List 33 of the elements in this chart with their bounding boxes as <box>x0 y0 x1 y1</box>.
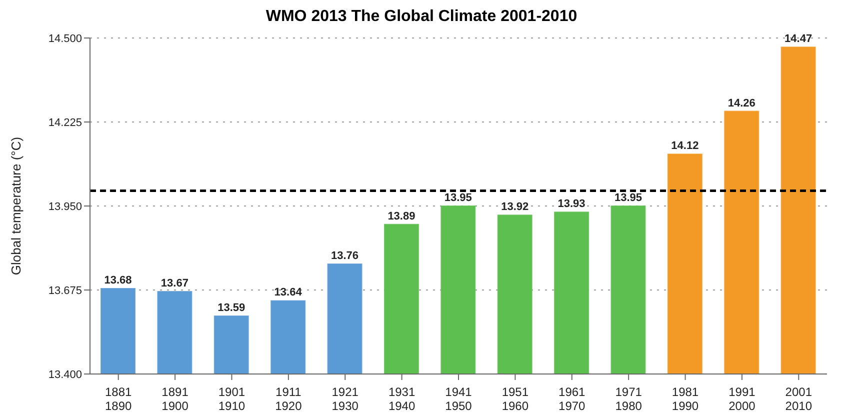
x-tick-label: 1981 1990 <box>672 385 699 413</box>
data-label: 13.95 <box>614 192 642 204</box>
data-label: 13.64 <box>274 286 303 299</box>
y-tick-label: 14.500 <box>48 32 82 45</box>
y-tick-label: 14.225 <box>48 116 82 129</box>
x-tick-label: 1901 1910 <box>218 385 246 413</box>
data-label: 13.93 <box>558 198 586 210</box>
x-tick-label: 1881 1890 <box>104 385 132 413</box>
data-label: 13.59 <box>218 302 246 314</box>
x-tick-label: 2001 2010 <box>785 385 812 413</box>
data-label: 13.89 <box>388 210 416 222</box>
x-tick-label: 1941 1950 <box>445 385 472 413</box>
x-tick-label: 1951 1960 <box>502 385 529 413</box>
x-tick-label: 1891 1900 <box>162 385 189 413</box>
data-label: 13.76 <box>331 250 359 262</box>
data-label: 14.12 <box>671 140 699 152</box>
x-tick-label: 1971 1980 <box>615 385 642 413</box>
y-tick-label: 13.950 <box>48 200 82 213</box>
chart-title: WMO 2013 The Global Climate 2001-2010 <box>264 8 578 27</box>
y-tick-label: 13.400 <box>48 368 82 381</box>
x-tick-label: 1921 1930 <box>332 385 359 413</box>
data-label: 13.92 <box>501 201 529 214</box>
data-label: 14.47 <box>784 33 812 46</box>
x-tick-label: 1931 1940 <box>388 385 416 413</box>
x-tick-label: 1991 2000 <box>728 385 756 413</box>
y-tick-label: 13.675 <box>48 284 82 297</box>
data-label: 13.95 <box>444 192 472 204</box>
y-axis-title: Global temperature (°C) <box>8 136 24 276</box>
data-label: 13.68 <box>104 274 132 286</box>
x-tick-label: 1961 1970 <box>558 385 586 413</box>
data-label: 13.67 <box>160 278 188 290</box>
x-tick-label: 1911 1920 <box>275 385 302 413</box>
data-label: 14.26 <box>728 97 756 110</box>
